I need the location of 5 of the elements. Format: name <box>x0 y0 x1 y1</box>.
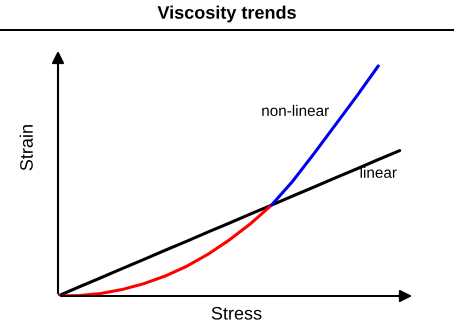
x-axis-title: Stress <box>212 306 262 320</box>
chart-title: Viscosity trends <box>158 6 296 22</box>
series-label: non-linear <box>262 104 329 116</box>
series-label: linear <box>360 166 397 178</box>
y-axis-title: Strain <box>20 125 33 170</box>
